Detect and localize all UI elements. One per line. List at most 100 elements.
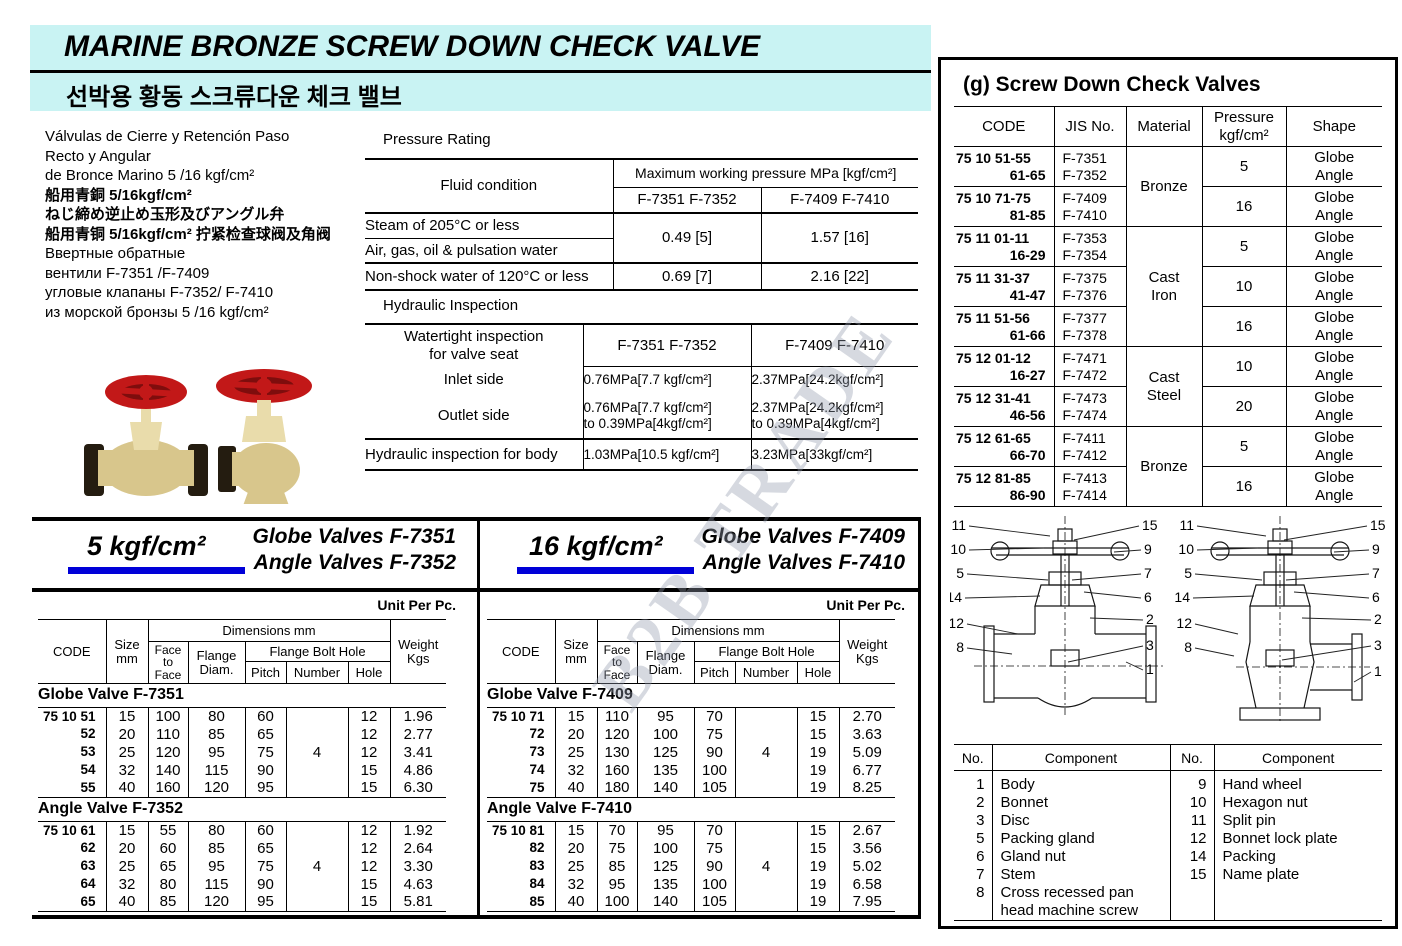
dim-header-row: CODE Size mm Dimensions mm Weight Kgs — [38, 619, 446, 684]
svg-text:10: 10 — [950, 541, 966, 557]
size-cell: 40 — [555, 893, 598, 912]
code-cell: 75 10 61 — [38, 821, 107, 840]
jis-column-header: JIS No. — [1054, 106, 1127, 147]
dimension-row: 65 40 85 120 95 15 5.81 — [38, 893, 446, 912]
spec-code-cell: 75 12 61-65 66-70 — [954, 426, 1055, 467]
code-cell: 64 — [38, 875, 107, 894]
weight-cell: 1.96 — [403, 707, 433, 725]
component-row: 6 Gland nut 14 Packing — [954, 848, 1382, 866]
hole-cell: 12 — [348, 821, 391, 840]
component-no: 14 — [1170, 848, 1215, 866]
face-to-face-cell: 85 — [597, 857, 638, 876]
outlet-value-b: 2.37MPa[24.2kgf/cm²] to 0.39MPa[4kgf/cm²… — [750, 393, 918, 439]
weight-header: Weight Kgs — [390, 619, 446, 684]
flange-diam-cell: 95 — [637, 821, 695, 840]
component-table: No. Component No. Component 1 Body 9 Hand wheel… — [954, 744, 1382, 921]
face-to-face-cell: 60 — [148, 839, 189, 858]
svg-text:10: 10 — [1178, 541, 1194, 557]
nonshock-value-b: 2.16 [22] — [760, 262, 918, 291]
code-cell: 55 — [38, 779, 107, 798]
inlet-side-label: Inlet side — [443, 370, 504, 388]
weight-cell: 5.81 — [390, 893, 446, 912]
component-header-row: No. Component No. Component — [954, 744, 1382, 771]
flange-bolt-hole-header: Flange Bolt Hole — [245, 641, 391, 662]
outlet-value-a: 0.76MPa[7.7 kgf/cm²] to 0.39MPa[4kgf/cm²… — [582, 393, 751, 439]
weight-cell: 2.67 — [852, 821, 882, 839]
spec-row: 75 11 51-56 61-66 F-7377 F-7378 16 Globe Angle — [954, 306, 1382, 347]
spec-panel: (g) Screw Down Check Valves CODE JIS No. M… — [938, 57, 1398, 929]
inlet-value-a: 0.76MPa[7.7 kgf/cm²] — [582, 366, 751, 393]
spec-shape-cell: Globe Angle — [1286, 386, 1382, 427]
body-inspection-value-b: 3.23MPa[33kgf/cm²] — [750, 438, 918, 471]
pitch-cell: 90 — [694, 743, 736, 762]
pitch-cell: 100 — [694, 761, 736, 780]
hydraulic-column-b: F-7409 F-7410 — [750, 323, 918, 367]
hole-cell: 15 — [348, 761, 391, 780]
dimension-row: 74 32 160 135 100 19 6.77 — [487, 761, 895, 780]
valve-photos-svg — [84, 369, 312, 524]
face-to-face-cell: 75 — [597, 839, 638, 858]
pressure-class-label-16: 16 kgf/cm² — [529, 531, 663, 561]
nonshock-value-a: 0.69 [7] — [612, 262, 761, 291]
face-to-face-cell: 100 — [148, 707, 189, 726]
spec-pressure-cell: 16 — [1202, 466, 1287, 507]
bolt-number-cell: 4 — [735, 707, 798, 798]
bolt-number-cell: 4 — [286, 707, 349, 798]
svg-text:15: 15 — [1370, 517, 1386, 533]
weight-cell: 3.56 — [852, 839, 882, 857]
pitch-cell: 95 — [245, 779, 287, 798]
pressure-rating-title: Pressure Rating — [383, 131, 491, 148]
dimension-section: 5 kgf/cm² Globe Valves F-7351 Angle Valv… — [32, 517, 921, 919]
flange-diam-cell: 115 — [188, 875, 246, 894]
code-cell: 53 — [38, 743, 107, 762]
spec-jis-cell: F-7411 F-7412 — [1054, 426, 1127, 467]
size-cell: 20 — [555, 725, 598, 744]
number-header: Number — [286, 661, 349, 684]
weight-cell: 2.64 — [403, 839, 433, 857]
svg-text:11: 11 — [951, 517, 966, 533]
nonshock-row-label: Non-shock water of 120°C or less — [365, 262, 613, 291]
spec-material-cell: Bronze — [1126, 426, 1203, 507]
code-cell: 75 10 51 — [38, 707, 107, 726]
code-cell: 62 — [38, 839, 107, 858]
size-cell: 20 — [555, 839, 598, 858]
weight-cell: 4.86 — [403, 761, 433, 779]
svg-text:3: 3 — [1146, 637, 1154, 653]
code-cell: 83 — [487, 857, 556, 876]
size-cell: 25 — [555, 857, 598, 876]
dim-header-row: Pitch Number Hole — [487, 661, 895, 684]
spec-jis-cell: F-7351 F-7352 — [1054, 146, 1127, 187]
face-to-face-cell: 95 — [597, 875, 638, 894]
spec-jis-cell: F-7473 F-7474 — [1054, 386, 1127, 427]
pitch-cell: 75 — [245, 857, 287, 876]
component-name: Packing — [1222, 848, 1276, 865]
face-to-face-cell: 55 — [148, 821, 189, 840]
outlet-value-b-line1: 2.37MPa[24.2kgf/cm²] — [751, 399, 884, 415]
hole-cell: 15 — [797, 707, 840, 726]
valve-section-label: Globe Valve F-7409 — [487, 683, 895, 708]
description-line: Recto y Angular — [45, 147, 151, 165]
bolt-number-cell: 4 — [735, 821, 798, 912]
dimension-row: 75 10 61 15 55 80 60 4 12 1.92 — [38, 821, 446, 912]
component-no: 1 — [954, 770, 993, 794]
flange-diam-cell: 80 — [188, 821, 246, 840]
outlet-value-a-line2: to 0.39MPa[4kgf/cm²] — [583, 415, 712, 431]
svg-text:7: 7 — [1144, 565, 1152, 581]
size-header: Size mm — [106, 619, 149, 684]
face-to-face-cell: 80 — [148, 875, 189, 894]
code-cell: 85 — [487, 893, 556, 912]
component-name — [1214, 884, 1382, 921]
component-name: Packing gland — [992, 830, 1171, 848]
valve-photos — [46, 328, 346, 524]
spec-pressure-cell: 16 — [1202, 306, 1287, 347]
weight-cell: 3.30 — [403, 857, 433, 875]
description-line: 船用青铜 5/16kgf/cm² 拧紧检查球阀及角阀 — [45, 225, 331, 243]
pitch-cell: 90 — [245, 875, 287, 894]
body-inspection-value-a: 1.03MPa[10.5 kgf/cm²] — [582, 438, 751, 471]
spec-jis-cell: F-7409 F-7410 — [1054, 186, 1127, 227]
code-cell: 75 — [487, 779, 556, 798]
face-to-face-cell: 160 — [597, 761, 638, 780]
hydraulic-column-a: F-7351 F-7352 — [582, 323, 751, 367]
size-cell: 20 — [106, 839, 149, 858]
